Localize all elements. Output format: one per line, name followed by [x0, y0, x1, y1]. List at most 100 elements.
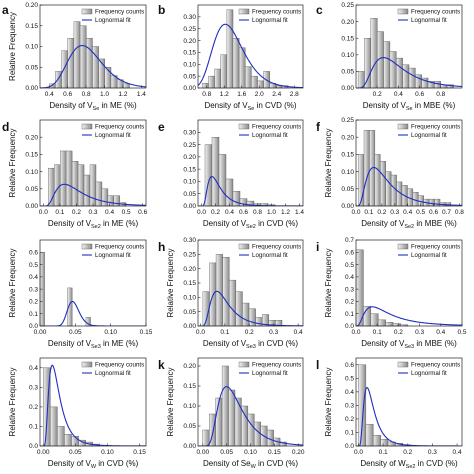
y-tick-label: 0.00	[25, 203, 38, 210]
y-tick-label: 0.1	[345, 430, 354, 437]
fit-line	[198, 386, 303, 446]
panel-e: 0.0 0.2 0.4 0.6 0.8 1.0 1.2 1.4 0.00 0.05 0.10 0.15…	[158, 119, 304, 230]
legend-swatch-bars	[81, 361, 93, 368]
y-axis-label: Relative Frequency	[324, 368, 333, 437]
x-axis-label-main: Density of V	[203, 219, 247, 228]
x-tick-label: 0.15	[133, 449, 146, 456]
plot-frame	[197, 4, 304, 89]
y-tick-label: 0.6	[345, 362, 354, 369]
panel-letter: b	[158, 3, 165, 17]
y-tick-label: 0.05	[183, 423, 196, 430]
y-tick-label: 0.15	[25, 152, 38, 159]
x-tick-label: 0.00	[37, 449, 50, 456]
x-axis-label-main: Density of V	[48, 339, 92, 348]
x-axis-label-rest: in ME (%)	[101, 219, 139, 228]
panel-h: 0.0 0.1 0.2 0.3 0.4 0.00 0.05 0.10 0.15 0.20 0.25 0…	[158, 237, 304, 350]
bar	[50, 406, 58, 447]
bar	[89, 164, 97, 207]
legend-label-fit: Lognormal fit	[411, 17, 447, 24]
legend-label-counts: Frequency counts	[411, 9, 460, 16]
bar	[77, 164, 85, 207]
x-tick-label: 1.4	[137, 91, 146, 98]
bar	[380, 439, 389, 447]
legend-label-fit: Lognormal fit	[252, 370, 288, 377]
legend-swatch-bars	[238, 361, 250, 368]
y-tick-label: 0.00	[183, 443, 196, 450]
bar	[221, 365, 229, 447]
y-tick-label: 0.15	[183, 383, 196, 390]
x-axis-label-rest: in CVD (%)	[256, 339, 299, 348]
bar	[245, 66, 252, 89]
fit-line	[198, 23, 303, 88]
x-tick-label: 0.4	[453, 449, 462, 456]
y-tick-label: 0.25	[183, 252, 196, 259]
x-tick-label: 0.3	[88, 209, 97, 216]
legend-swatch-bars	[81, 243, 93, 250]
bar	[254, 421, 261, 447]
bar	[61, 50, 68, 89]
bar	[211, 136, 220, 207]
bar	[370, 18, 378, 89]
bars	[43, 367, 100, 447]
y-tick-label: 0.10	[183, 61, 196, 68]
x-axis-label-main: Density of V	[204, 101, 248, 110]
x-tick-label: 0.4	[403, 209, 412, 216]
x-tick-label: 0.15	[140, 329, 153, 336]
legend-label-counts: Frequency counts	[252, 362, 301, 369]
y-tick-label: 0.20	[341, 19, 354, 26]
y-tick-label: 0.15	[25, 23, 38, 30]
x-axis-label: Density of VSe in CVD (%)	[204, 101, 296, 112]
x-tick-label: 0.2	[72, 209, 81, 216]
panel-letter: c	[316, 3, 323, 17]
x-tick-label: 1.4	[295, 209, 304, 216]
y-tick-label: 0.20	[183, 38, 196, 45]
panel-b: 0.8 1.2 1.6 2.0 2.4 2.8 0.00 0.05 0.10 0.15 0.20 0.…	[158, 3, 304, 112]
x-tick-label: 0.3	[390, 209, 399, 216]
y-tick-label: 0.2	[29, 404, 38, 411]
legend-label-counts: Frequency counts	[95, 362, 144, 369]
bar	[215, 254, 223, 327]
legend-label-fit: Lognormal fit	[95, 370, 131, 377]
x-tick-label: 0.5	[457, 329, 466, 336]
bar	[73, 21, 81, 89]
x-tick-label: 1.2	[220, 91, 229, 98]
y-tick-label: 0.00	[341, 203, 354, 210]
y-tick-label: 0.10	[183, 403, 196, 410]
bar	[101, 188, 109, 207]
x-tick-label: 0.5	[416, 209, 425, 216]
bar	[374, 154, 381, 207]
legend-label-counts: Frequency counts	[411, 244, 460, 251]
y-tick-label: 0.6	[29, 249, 38, 256]
y-tick-label: 0.05	[25, 186, 38, 193]
x-tick-label: 0.0	[351, 209, 360, 216]
x-tick-label: 0.05	[69, 449, 82, 456]
y-tick-label: 0.10	[183, 179, 196, 186]
y-tick-label: 0.3	[345, 403, 354, 410]
x-tick-label: 0.6	[138, 209, 147, 216]
panel-i: 0.0 0.1 0.2 0.3 0.4 0.5 0.0 0.1 0.2 0.3 0.4 0.5 0.6 0…	[316, 237, 467, 350]
bar	[358, 364, 367, 447]
x-tick-label: 0.2	[373, 91, 382, 98]
fit-line	[198, 290, 303, 326]
bar	[107, 195, 115, 207]
x-axis-label-sub: Se	[93, 106, 100, 112]
panel-letter: k	[158, 358, 165, 372]
x-tick-label: 1.2	[118, 91, 127, 98]
y-tick-label: 0.15	[183, 280, 196, 287]
bar	[113, 195, 121, 207]
x-tick-label: 0.3	[415, 329, 424, 336]
x-tick-label: 0.10	[104, 329, 117, 336]
y-tick-label: 0.20	[341, 134, 354, 141]
x-axis-label-sub: Se	[248, 106, 255, 112]
bars	[202, 9, 289, 89]
y-tick-label: 0.05	[341, 69, 354, 76]
bar	[355, 249, 364, 327]
x-tick-label: 0.6	[63, 91, 72, 98]
y-tick-label: 0.00	[183, 203, 196, 210]
y-tick-label: 0.10	[25, 169, 38, 176]
x-tick-label: 0.0	[351, 329, 360, 336]
bar	[247, 413, 255, 447]
x-axis-label-sub: Se3	[246, 344, 256, 350]
